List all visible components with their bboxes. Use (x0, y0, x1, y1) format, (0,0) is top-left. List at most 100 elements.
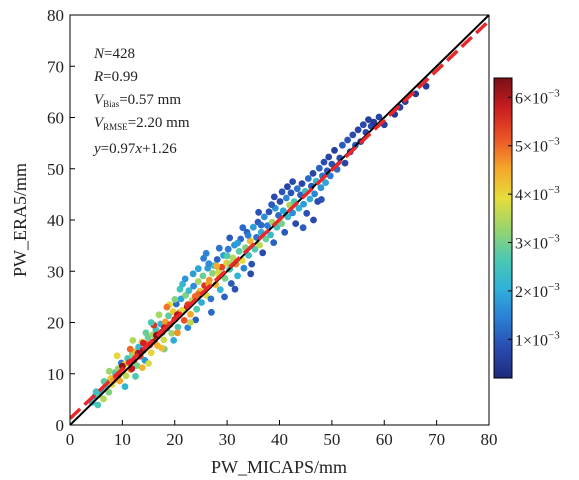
colorbar-tick-label: 2×10−3 (515, 281, 560, 301)
data-point (207, 295, 215, 303)
data-point (234, 272, 242, 280)
data-point (284, 213, 292, 221)
data-point (234, 239, 242, 247)
data-point (155, 311, 163, 319)
data-point (129, 337, 137, 344)
x-tick-label: 10 (114, 430, 131, 449)
data-point (113, 352, 121, 360)
data-point (142, 329, 150, 337)
data-point (298, 180, 306, 188)
data-point (226, 234, 234, 242)
data-point (412, 90, 420, 98)
data-point (349, 131, 357, 139)
data-point (145, 360, 153, 367)
data-point (171, 296, 179, 303)
data-point (122, 372, 130, 380)
data-point (320, 158, 328, 166)
data-point (306, 195, 314, 203)
data-point (278, 188, 286, 196)
data-point (256, 241, 263, 249)
data-point (326, 172, 334, 180)
data-point (282, 194, 290, 202)
data-point (221, 275, 229, 282)
data-point (255, 208, 262, 216)
data-point (235, 247, 243, 255)
data-point (199, 272, 207, 280)
data-point (344, 136, 351, 144)
colorbar: 1×10−3 2×10−3 3×10−3 4×10−3 5×10−3 6×10−3 (493, 77, 560, 379)
data-point (147, 349, 155, 357)
y-tick-label: 40 (47, 211, 64, 230)
data-point (318, 196, 325, 203)
data-point (174, 329, 181, 337)
colorbar-tick-label: 6×10−3 (515, 87, 560, 107)
data-point (295, 204, 303, 212)
stat-r: R=0.99 (93, 69, 138, 85)
data-point (100, 395, 107, 403)
y-tick-label: 80 (47, 6, 64, 25)
data-point (119, 362, 126, 370)
data-point (325, 153, 333, 161)
data-point (160, 336, 168, 344)
data-point (215, 244, 223, 252)
data-point (92, 388, 100, 396)
data-point (192, 316, 200, 324)
data-point (276, 198, 284, 205)
colorbar-tick-label: 4×10−3 (515, 184, 560, 204)
data-point (174, 323, 182, 331)
regression-lines (70, 15, 489, 425)
data-point (299, 224, 307, 232)
x-tick-label: 50 (323, 430, 340, 449)
data-point (213, 256, 221, 263)
data-point (190, 282, 198, 290)
y-tick-label: 50 (47, 160, 64, 179)
data-point (205, 260, 213, 267)
data-point (246, 237, 254, 245)
stat-bias: VBias=0.57 mm (94, 92, 181, 109)
data-point (248, 260, 256, 268)
data-point (221, 293, 228, 301)
data-point (249, 223, 257, 231)
data-point (180, 317, 188, 324)
data-point (310, 216, 317, 224)
data-point (341, 159, 349, 167)
y-axis: 0 10 20 30 40 50 60 70 80 (47, 6, 75, 435)
data-point (208, 308, 215, 316)
fit-line (70, 19, 489, 420)
data-point (331, 146, 338, 154)
data-point (231, 285, 239, 293)
data-point (339, 141, 346, 149)
data-point (251, 245, 259, 253)
stat-rmse: VRMSE=2.20 mm (94, 115, 190, 132)
data-point (147, 319, 155, 326)
data-point (265, 208, 273, 216)
data-point (268, 201, 275, 209)
y-axis-title: PW_ERA5/mm (10, 163, 30, 277)
data-point (194, 265, 202, 273)
data-point (170, 337, 178, 344)
data-point (239, 224, 247, 232)
data-point (194, 278, 202, 285)
data-point (281, 228, 289, 236)
data-point (216, 286, 224, 294)
y-tick-label: 70 (47, 57, 64, 76)
data-point (300, 200, 307, 208)
data-point (179, 280, 187, 288)
data-point (94, 401, 102, 409)
data-point (292, 220, 300, 228)
data-point (165, 312, 172, 320)
colorbar-tick-label: 5×10−3 (515, 136, 560, 156)
stat-fit-equation: y=0.97x+1.26 (92, 141, 177, 157)
data-point (193, 305, 201, 313)
data-point (223, 252, 231, 260)
data-point (185, 287, 193, 295)
colorbar-tick-label: 3×10−3 (515, 233, 560, 253)
data-point (194, 290, 202, 298)
data-point (278, 220, 285, 228)
y-tick-label: 10 (47, 365, 64, 384)
data-point (245, 252, 253, 259)
colorbar-tick-label: 1×10−3 (515, 329, 560, 349)
data-point (311, 190, 318, 198)
data-point (229, 254, 237, 262)
